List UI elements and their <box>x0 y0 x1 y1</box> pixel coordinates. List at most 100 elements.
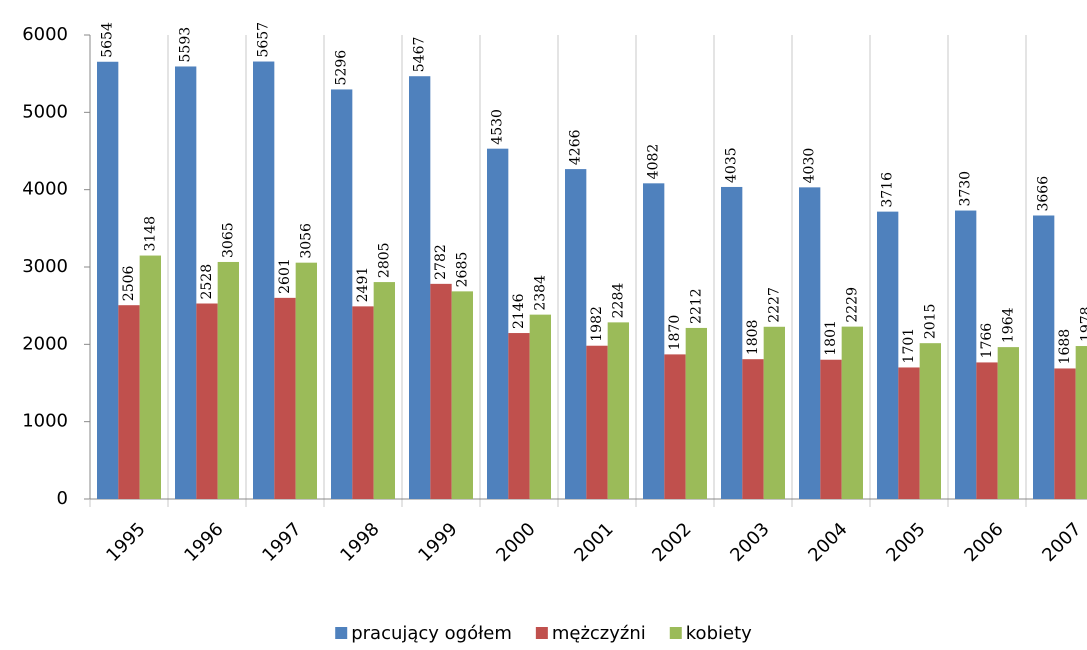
value-label: 3148 <box>142 216 158 252</box>
value-label: 2146 <box>511 293 527 329</box>
bar <box>373 282 395 499</box>
value-label: 2491 <box>355 267 371 303</box>
value-label: 1982 <box>589 306 605 342</box>
bar <box>217 261 239 499</box>
y-tick-label: 6000 <box>22 24 68 45</box>
bar <box>841 326 863 499</box>
value-label: 2284 <box>610 283 626 319</box>
bar <box>196 303 218 499</box>
bar <box>607 322 629 499</box>
bar <box>253 61 275 500</box>
value-label: 3065 <box>220 222 236 258</box>
bar <box>352 306 374 499</box>
bar <box>721 186 743 499</box>
x-tick-label: 1997 <box>258 519 305 566</box>
x-tick-label: 2006 <box>960 519 1007 566</box>
x-tick-label: 2007 <box>1038 519 1085 566</box>
value-label: 4266 <box>568 129 584 165</box>
x-tick-label: 2004 <box>804 519 851 566</box>
value-label: 3666 <box>1036 176 1052 212</box>
bar <box>799 187 821 499</box>
value-label: 5296 <box>334 50 350 86</box>
y-tick-label: 1000 <box>22 411 68 432</box>
legend-swatch <box>669 627 682 639</box>
value-label: 5657 <box>256 22 272 58</box>
bar <box>685 327 707 499</box>
value-label: 2685 <box>454 252 470 288</box>
x-tick-label: 2003 <box>726 519 773 566</box>
bar <box>175 66 197 499</box>
legend: pracujący ogółem mężczyźni kobiety <box>335 623 752 644</box>
bar <box>295 262 317 499</box>
value-label: 4530 <box>490 109 506 145</box>
bar <box>1033 215 1055 499</box>
legend-swatch <box>335 627 348 639</box>
bar <box>1075 346 1087 499</box>
bar <box>529 314 551 499</box>
bar <box>742 359 764 499</box>
value-label: 3730 <box>958 171 974 207</box>
value-label: 1978 <box>1078 306 1087 342</box>
x-tick-label: 2001 <box>570 519 617 566</box>
bar <box>409 76 431 500</box>
value-label: 2229 <box>844 287 860 323</box>
bar <box>997 347 1019 499</box>
y-tick-label: 3000 <box>22 256 68 277</box>
y-tick-label: 2000 <box>22 333 68 354</box>
value-label: 2528 <box>199 264 215 300</box>
value-label: 2227 <box>766 287 782 323</box>
value-label: 2015 <box>922 304 938 340</box>
value-label: 5467 <box>412 37 428 73</box>
bar <box>877 211 899 499</box>
value-label: 2506 <box>121 265 137 301</box>
value-label: 1688 <box>1057 329 1073 365</box>
x-tick-label: 2000 <box>492 519 539 566</box>
bar <box>565 169 587 499</box>
value-label: 3716 <box>880 172 896 208</box>
value-label: 4082 <box>646 144 662 180</box>
bar <box>586 345 608 499</box>
bar <box>955 210 977 499</box>
value-label: 2384 <box>532 275 548 311</box>
bar <box>97 61 119 500</box>
bar <box>643 183 665 500</box>
x-tick-label: 1995 <box>102 519 149 566</box>
bar <box>118 305 140 499</box>
bar <box>1054 368 1076 499</box>
value-label: 4035 <box>724 147 740 183</box>
value-label: 1801 <box>823 320 839 356</box>
value-label: 1766 <box>979 323 995 359</box>
value-label: 1808 <box>745 320 761 356</box>
legend-label: kobiety <box>686 623 752 644</box>
x-tick-label: 1999 <box>414 519 461 566</box>
x-tick-label: 2005 <box>882 519 929 566</box>
value-label: 1870 <box>667 315 683 351</box>
x-tick-label: 1996 <box>180 519 227 566</box>
legend-swatch <box>535 627 548 639</box>
value-label: 2601 <box>277 258 293 294</box>
bar <box>664 354 686 499</box>
bar <box>139 255 161 499</box>
value-label: 2212 <box>688 288 704 324</box>
y-tick-label: 5000 <box>22 101 68 122</box>
bar <box>274 297 296 499</box>
bar <box>451 291 473 499</box>
value-label: 1964 <box>1000 307 1016 343</box>
bar <box>430 283 452 499</box>
value-label: 4030 <box>802 148 818 184</box>
value-label: 5593 <box>178 27 194 63</box>
y-tick-label: 4000 <box>22 179 68 200</box>
value-label: 5654 <box>100 22 116 58</box>
bar <box>763 326 785 499</box>
bar <box>919 343 941 499</box>
bar <box>898 367 920 499</box>
x-tick-label: 1998 <box>336 519 383 566</box>
legend-label: pracujący ogółem <box>351 623 512 644</box>
value-label: 1701 <box>901 328 917 364</box>
bar <box>487 148 509 499</box>
legend-label: mężczyźni <box>552 623 646 644</box>
x-tick-label: 2002 <box>648 519 695 566</box>
bar <box>820 359 842 499</box>
value-label: 2805 <box>376 242 392 278</box>
